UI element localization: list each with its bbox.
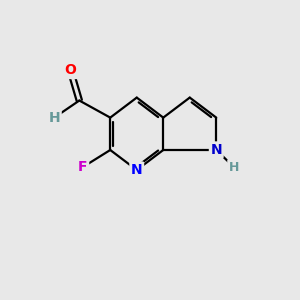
Text: N: N [210, 143, 222, 157]
Text: H: H [49, 111, 60, 124]
Text: O: O [64, 64, 76, 77]
Text: H: H [229, 160, 239, 174]
Text: N: N [131, 163, 142, 177]
Text: F: F [78, 160, 88, 174]
